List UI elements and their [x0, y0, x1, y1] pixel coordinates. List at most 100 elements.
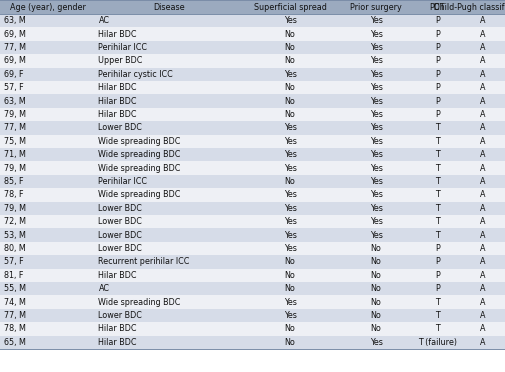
- Text: No: No: [284, 30, 295, 39]
- Text: Yes: Yes: [284, 16, 296, 25]
- Text: T: T: [435, 137, 440, 146]
- Text: Perihilar cystic ICC: Perihilar cystic ICC: [98, 70, 173, 79]
- Text: A: A: [480, 57, 485, 65]
- Text: Yes: Yes: [370, 30, 382, 39]
- Bar: [0, 215, 505, 228]
- Text: T: T: [435, 298, 440, 307]
- Text: A: A: [480, 16, 485, 25]
- Bar: [0, 295, 505, 309]
- Text: T (failure): T (failure): [418, 338, 457, 347]
- Text: A: A: [480, 324, 485, 333]
- Text: No: No: [284, 97, 295, 106]
- Text: Hilar BDC: Hilar BDC: [98, 338, 137, 347]
- Text: P: P: [435, 30, 440, 39]
- Text: Yes: Yes: [284, 298, 296, 307]
- Text: Yes: Yes: [284, 217, 296, 226]
- Text: No: No: [284, 110, 295, 119]
- Text: T: T: [435, 204, 440, 213]
- Text: Wide spreading BDC: Wide spreading BDC: [98, 164, 181, 173]
- Text: Upper BDC: Upper BDC: [98, 57, 143, 65]
- Bar: [0, 108, 505, 121]
- Text: P: P: [435, 70, 440, 79]
- Text: 72, M: 72, M: [4, 217, 25, 226]
- Text: Wide spreading BDC: Wide spreading BDC: [98, 298, 181, 307]
- Text: Superficial spread: Superficial spread: [254, 3, 326, 12]
- Text: No: No: [284, 324, 295, 333]
- Text: 71, M: 71, M: [4, 150, 25, 159]
- Text: A: A: [480, 83, 485, 92]
- Text: A: A: [480, 43, 485, 52]
- Text: T: T: [435, 324, 440, 333]
- Text: A: A: [480, 217, 485, 226]
- Bar: [0, 322, 505, 336]
- Text: P: P: [435, 110, 440, 119]
- Text: No: No: [371, 284, 381, 293]
- Bar: [0, 188, 505, 202]
- Text: P: P: [435, 16, 440, 25]
- Text: A: A: [480, 97, 485, 106]
- Text: Yes: Yes: [370, 177, 382, 186]
- Text: Perihilar ICC: Perihilar ICC: [98, 43, 147, 52]
- Text: 63, M: 63, M: [4, 16, 25, 25]
- Text: A: A: [480, 124, 485, 132]
- Text: P: P: [435, 57, 440, 65]
- Text: A: A: [480, 284, 485, 293]
- Text: Hilar BDC: Hilar BDC: [98, 30, 137, 39]
- Text: Yes: Yes: [370, 231, 382, 240]
- Text: 77, M: 77, M: [4, 124, 25, 132]
- Text: No: No: [284, 177, 295, 186]
- Text: A: A: [480, 271, 485, 280]
- Text: Yes: Yes: [284, 124, 296, 132]
- Text: AC: AC: [98, 16, 110, 25]
- Text: Yes: Yes: [370, 124, 382, 132]
- Text: Wide spreading BDC: Wide spreading BDC: [98, 137, 181, 146]
- Text: AC: AC: [98, 284, 110, 293]
- Bar: [0, 28, 505, 41]
- Text: T: T: [435, 311, 440, 320]
- Text: P: P: [435, 257, 440, 266]
- Bar: [0, 269, 505, 282]
- Text: A: A: [480, 177, 485, 186]
- Text: No: No: [371, 257, 381, 266]
- Text: T: T: [435, 164, 440, 173]
- Text: A: A: [480, 338, 485, 347]
- Text: Yes: Yes: [370, 204, 382, 213]
- Text: 81, F: 81, F: [4, 271, 23, 280]
- Text: Perihilar ICC: Perihilar ICC: [98, 177, 147, 186]
- Text: Yes: Yes: [370, 16, 382, 25]
- Text: A: A: [480, 298, 485, 307]
- Text: A: A: [480, 30, 485, 39]
- Text: Hilar BDC: Hilar BDC: [98, 271, 137, 280]
- Text: Yes: Yes: [370, 150, 382, 159]
- Text: Yes: Yes: [370, 110, 382, 119]
- Text: A: A: [480, 257, 485, 266]
- Text: A: A: [480, 311, 485, 320]
- Text: Yes: Yes: [284, 150, 296, 159]
- Text: Yes: Yes: [370, 43, 382, 52]
- Text: P: P: [435, 284, 440, 293]
- Bar: [0, 81, 505, 94]
- Bar: [0, 121, 505, 135]
- Text: Yes: Yes: [370, 338, 382, 347]
- Text: No: No: [284, 257, 295, 266]
- Bar: [0, 282, 505, 295]
- Text: 79, M: 79, M: [4, 110, 25, 119]
- Text: Disease: Disease: [153, 3, 185, 12]
- Text: 63, M: 63, M: [4, 97, 25, 106]
- Text: No: No: [284, 338, 295, 347]
- Text: T: T: [435, 177, 440, 186]
- Text: T: T: [435, 124, 440, 132]
- Text: Wide spreading BDC: Wide spreading BDC: [98, 190, 181, 199]
- Text: Yes: Yes: [370, 137, 382, 146]
- Text: Yes: Yes: [284, 70, 296, 79]
- Text: 85, F: 85, F: [4, 177, 23, 186]
- Text: Lower BDC: Lower BDC: [98, 124, 142, 132]
- Text: A: A: [480, 110, 485, 119]
- Text: No: No: [284, 57, 295, 65]
- Text: 78, M: 78, M: [4, 324, 25, 333]
- Text: 77, M: 77, M: [4, 311, 25, 320]
- Bar: [0, 14, 505, 28]
- Text: Yes: Yes: [284, 204, 296, 213]
- Text: Wide spreading BDC: Wide spreading BDC: [98, 150, 181, 159]
- Text: A: A: [480, 204, 485, 213]
